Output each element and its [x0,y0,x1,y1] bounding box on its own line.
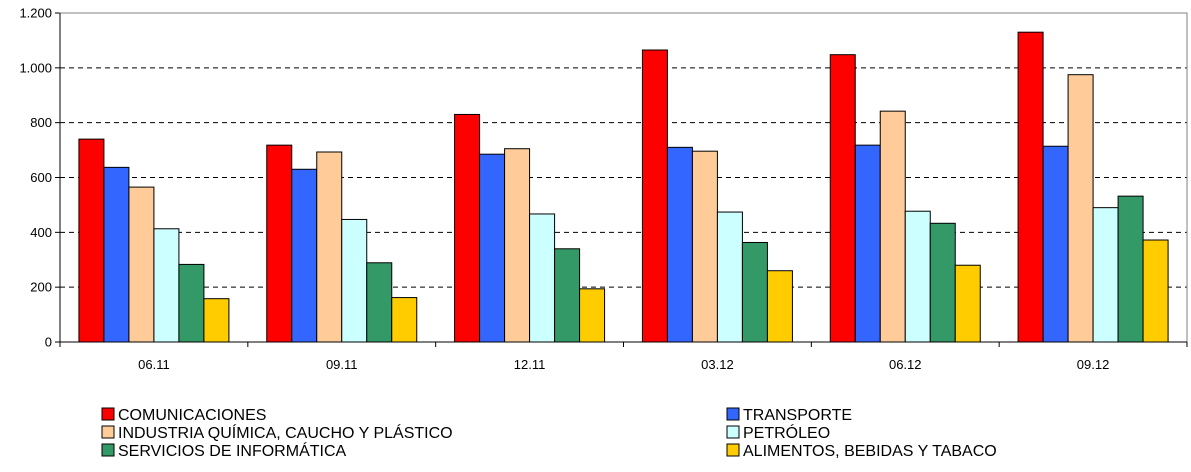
bar [266,144,293,343]
legend-swatch [726,407,740,421]
y-tick-label: 1.200 [19,6,52,21]
bar [341,218,368,343]
bars [78,31,1169,343]
bar [579,288,606,343]
legend-entry: TRANSPORTE [726,407,852,424]
bar [1142,239,1169,343]
bar [879,110,906,343]
legend-swatch [101,425,115,439]
bar [954,264,981,343]
y-tick-label: 1.000 [19,60,52,75]
legend-swatch [726,425,740,439]
bar [766,270,793,343]
bar [666,146,693,343]
legend-label: COMUNICACIONES [118,407,266,424]
bar [454,113,481,343]
bar [203,298,230,343]
bar [929,222,956,343]
legend-label: ALIMENTOS, BEBIDAS Y TABACO [743,443,997,460]
bar [1067,74,1094,343]
legend-entry: PETRÓLEO [726,423,830,442]
legend-label: TRANSPORTE [743,407,852,424]
bar [1092,207,1119,343]
bar [78,138,105,343]
legend-label: PETRÓLEO [743,423,830,442]
bar [153,228,180,343]
y-tick-labels: 0 200 400 600 800 1.000 1.200 [19,6,52,350]
legend-swatch [726,443,740,457]
bar [1117,195,1144,343]
y-tick-label: 800 [30,115,52,130]
x-tick-label: 06.11 [138,357,170,372]
y-tick-label: 600 [30,170,52,185]
bar [504,148,531,343]
bar [529,213,556,343]
x-tick-label: 12.11 [514,357,546,372]
bar [691,150,718,343]
bar [716,211,743,343]
bar [316,151,343,343]
legend-label: INDUSTRIA QUÍMICA, CAUCHO Y PLÁSTICO [118,423,453,442]
bar [1042,145,1069,343]
bar [103,166,130,343]
bar [554,248,581,343]
legend-label: SERVICIOS DE INFORMÁTICA [118,441,347,460]
gridlines [60,67,1187,288]
y-tick-label: 400 [30,225,52,240]
bar [641,49,668,343]
bar [1017,31,1044,343]
bar [829,54,856,343]
bar [366,262,393,343]
bar [479,153,506,343]
legend-swatch [101,443,115,457]
legend-entry: INDUSTRIA QUÍMICA, CAUCHO Y PLÁSTICO [101,423,453,442]
bar [391,297,418,343]
legend: COMUNICACIONES TRANSPORTE INDUSTRIA QUÍMIC… [101,407,997,460]
legend-entry: SERVICIOS DE INFORMÁTICA [101,441,347,460]
bar [128,186,155,343]
legend-entry: COMUNICACIONES [101,407,266,424]
x-tick-label: 09.11 [326,357,358,372]
x-tick-label: 03.12 [701,357,734,372]
x-tick-label: 06.12 [889,357,922,372]
y-tick-label: 200 [30,280,52,295]
legend-swatch [101,407,115,421]
bar [178,263,205,343]
bar [904,210,931,343]
axes [55,12,1188,347]
y-tick-label: 0 [45,335,52,350]
bar [291,168,318,343]
bar [741,241,768,343]
bar [854,144,881,343]
x-tick-label: 09.12 [1077,357,1110,372]
legend-entry: ALIMENTOS, BEBIDAS Y TABACO [726,443,997,460]
x-tick-labels: 06.11 09.11 12.11 03.12 06.12 09.12 [138,357,1109,372]
